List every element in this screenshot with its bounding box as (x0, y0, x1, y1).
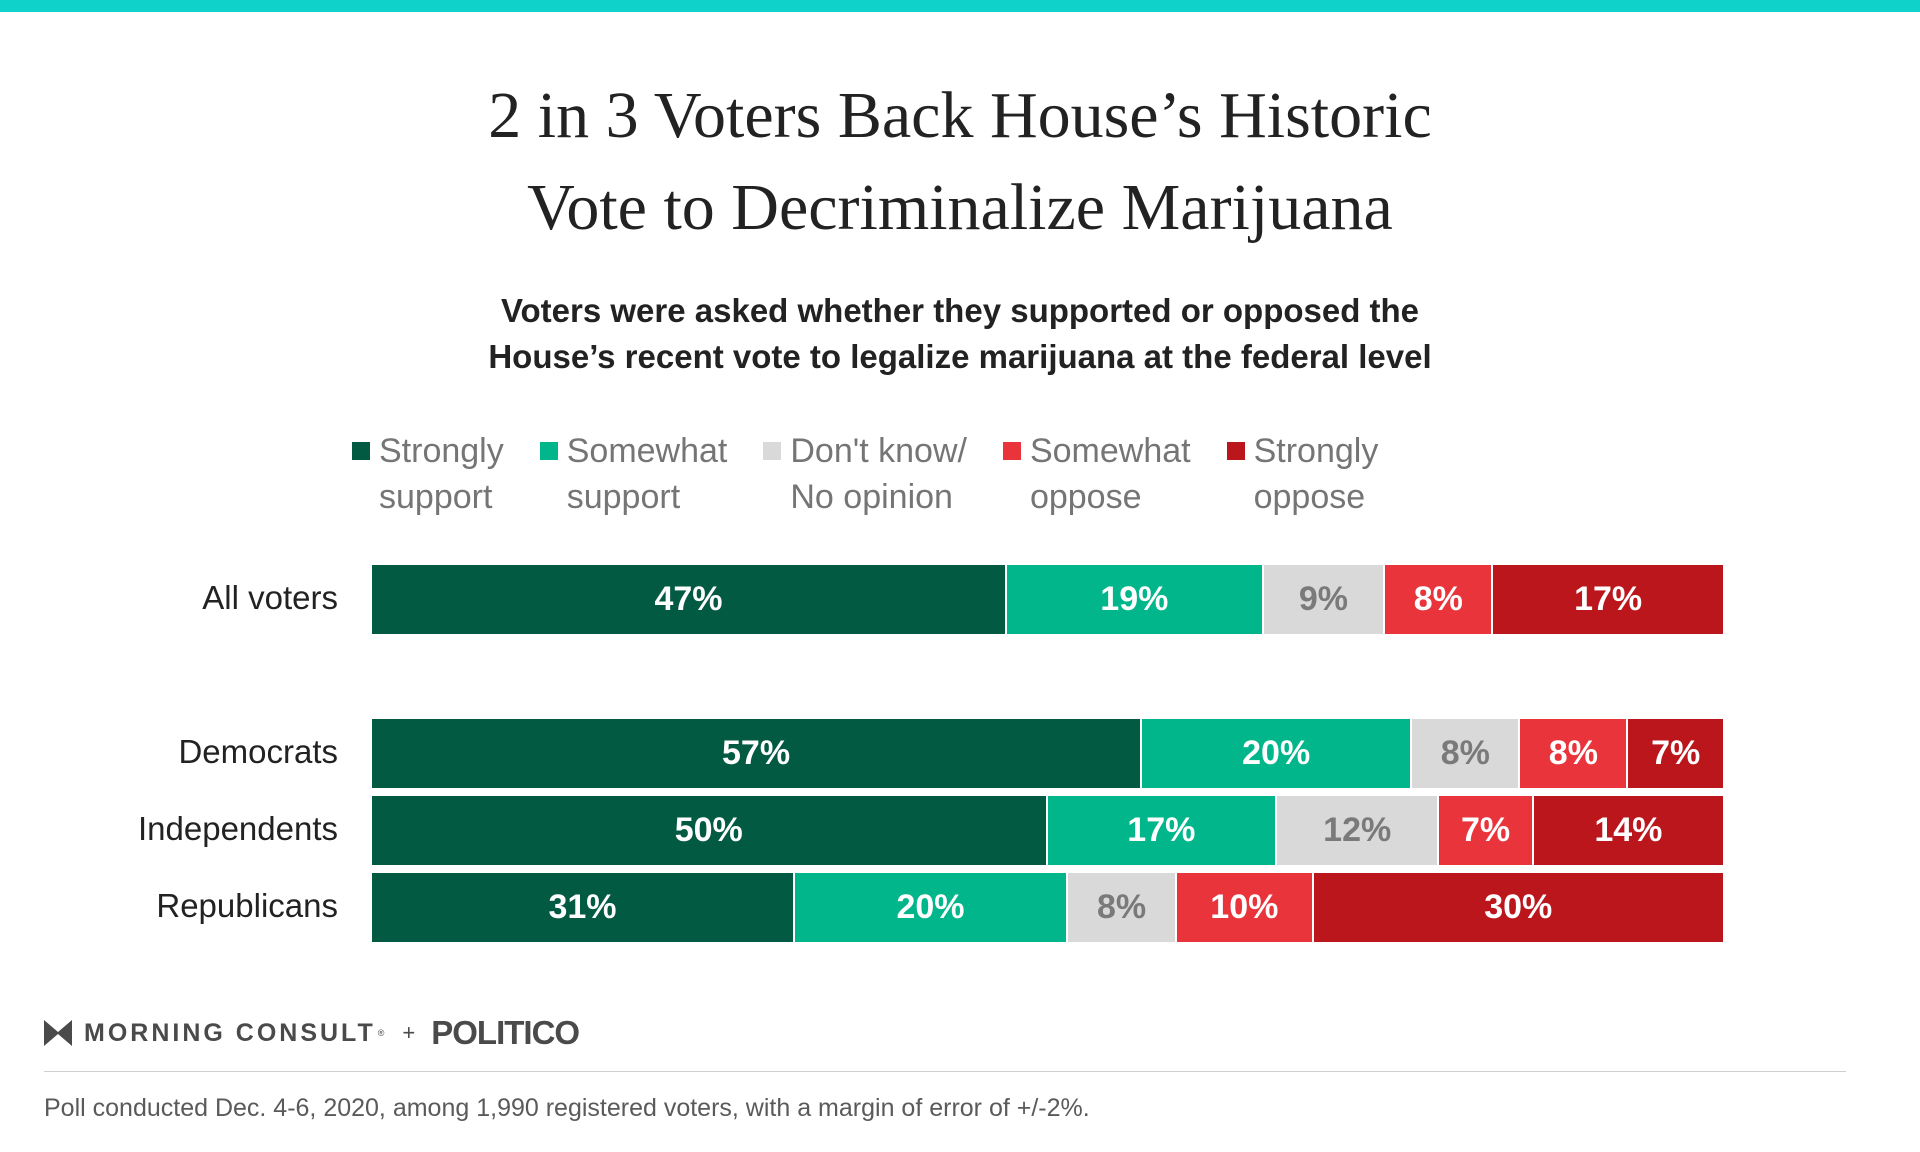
legend-label-line: Strongly (379, 432, 504, 470)
legend-label-line: Somewhat (1029, 432, 1191, 470)
footnote: Poll conducted Dec. 4-6, 2020, among 1,9… (44, 1094, 1090, 1122)
legend-swatch (352, 442, 370, 460)
bar-segment: 8% (1520, 719, 1629, 788)
morning-consult-wordmark: MORNING CONSULT (84, 1018, 376, 1047)
legend-label-line: Don't know/ (790, 432, 967, 470)
chart-title-line-2: Vote to Decriminalize Marijuana (527, 171, 1393, 244)
bar-segment: 8% (1067, 873, 1178, 942)
politico-wordmark: POLITICO (431, 1014, 580, 1051)
bar-segment: 47% (372, 565, 1007, 634)
bar-segment: 31% (372, 873, 796, 942)
legend-label-line: support (566, 478, 681, 516)
bar-segment: 8% (1412, 719, 1521, 788)
data-label: 7% (1460, 811, 1511, 849)
stacked-bar: 50% 17% 12% 7% 14% (372, 796, 1723, 865)
legend-label: Somewhat oppose (1030, 428, 1191, 520)
bar-segment: 20% (1142, 719, 1413, 788)
data-label: 9% (1298, 580, 1349, 618)
legend-label-line: support (379, 478, 493, 516)
legend-label-line: oppose (1029, 478, 1142, 516)
bar-segment: 8% (1385, 565, 1494, 634)
row-label: All voters (202, 579, 338, 616)
bar-segment: 17% (1047, 796, 1278, 865)
data-label: 7% (1651, 734, 1701, 772)
data-label: 10% (1210, 888, 1279, 926)
data-label: 14% (1594, 811, 1663, 849)
data-label: 20% (1242, 734, 1311, 772)
legend-label: Strongly oppose (1254, 428, 1379, 520)
legend-swatch (1002, 442, 1021, 460)
chart-title-line-1: 2 in 3 Voters Back House’s Historic (488, 79, 1432, 152)
bar-segment: 50% (372, 796, 1048, 865)
legend-item: Somewhat oppose (1002, 428, 1191, 528)
bar-segment: 14% (1533, 796, 1723, 865)
bar-segment: 17% (1493, 565, 1723, 634)
trademark-symbol: ® (377, 1028, 385, 1038)
data-label: 17% (1574, 580, 1643, 618)
chart-subtitle-line-2: House’s recent vote to legalize marijuan… (488, 338, 1432, 375)
data-label: 31% (548, 888, 617, 926)
branding: MORNING CONSULT ® + POLITICO (44, 1014, 580, 1052)
bar-segment: 9% (1263, 565, 1386, 634)
legend-item: Somewhat support (539, 428, 728, 528)
chart-subtitle-line-1: Voters were asked whether they supported… (500, 292, 1420, 329)
row-label: Independents (137, 810, 338, 847)
legend-swatch (1226, 442, 1245, 460)
chart-subtitle: Voters were asked whether they supported… (0, 288, 1920, 380)
stacked-bar: 57% 20% 8% 8% 7% (372, 719, 1723, 788)
legend-label-line: oppose (1253, 478, 1366, 516)
data-label: 50% (674, 811, 743, 849)
data-label: 8% (1096, 888, 1147, 926)
row-label: Republicans (156, 887, 338, 924)
data-label: 8% (1440, 734, 1490, 772)
brand-plus-sign: + (402, 1020, 416, 1045)
chart-title: 2 in 3 Voters Back House’s Historic Vote… (0, 70, 1920, 254)
data-label: 19% (1100, 580, 1169, 618)
legend-swatch (539, 442, 558, 460)
data-label: 17% (1127, 811, 1196, 849)
data-label: 8% (1413, 580, 1463, 618)
legend-label: Don't know/No opinion (790, 428, 967, 520)
legend-label-line: Strongly (1253, 432, 1379, 470)
data-label: 12% (1323, 811, 1392, 849)
bar-segment: 19% (1006, 565, 1264, 634)
data-label: 47% (654, 580, 723, 618)
footer-divider (44, 1071, 1846, 1072)
row-label: Democrats (178, 733, 338, 770)
legend-label: Strongly support (379, 428, 504, 520)
data-label: 20% (896, 888, 965, 926)
legend-item: Don't know/No opinion (763, 428, 967, 528)
data-label: 30% (1484, 888, 1553, 926)
legend-item: Strongly support (352, 428, 504, 528)
bar-segment: 7% (1439, 796, 1534, 865)
bar-segment: 30% (1313, 873, 1723, 942)
data-label: 57% (722, 734, 791, 772)
legend-label: Somewhat support (567, 428, 728, 520)
top-accent-rule (0, 0, 1920, 12)
bar-segment: 20% (795, 873, 1068, 942)
bar-segment: 57% (372, 719, 1143, 788)
legend-swatch (763, 442, 782, 460)
legend-item: Strongly oppose (1226, 428, 1379, 528)
legend-label-line: No opinion (790, 478, 953, 516)
morning-consult-logo-icon (44, 1020, 72, 1046)
stacked-bar: 31% 20% 8% 10% 30% (372, 873, 1723, 942)
legend-label-line: Somewhat (566, 432, 728, 470)
bar-segment: 7% (1628, 719, 1723, 788)
stacked-bar: 47% 19% 9% 8% 17% (372, 565, 1723, 634)
chart-legend: Strongly support Somewhat support Don't know… (352, 428, 1378, 528)
bar-segment: 12% (1277, 796, 1440, 865)
data-label: 8% (1548, 734, 1598, 772)
bar-segment: 10% (1177, 873, 1314, 942)
